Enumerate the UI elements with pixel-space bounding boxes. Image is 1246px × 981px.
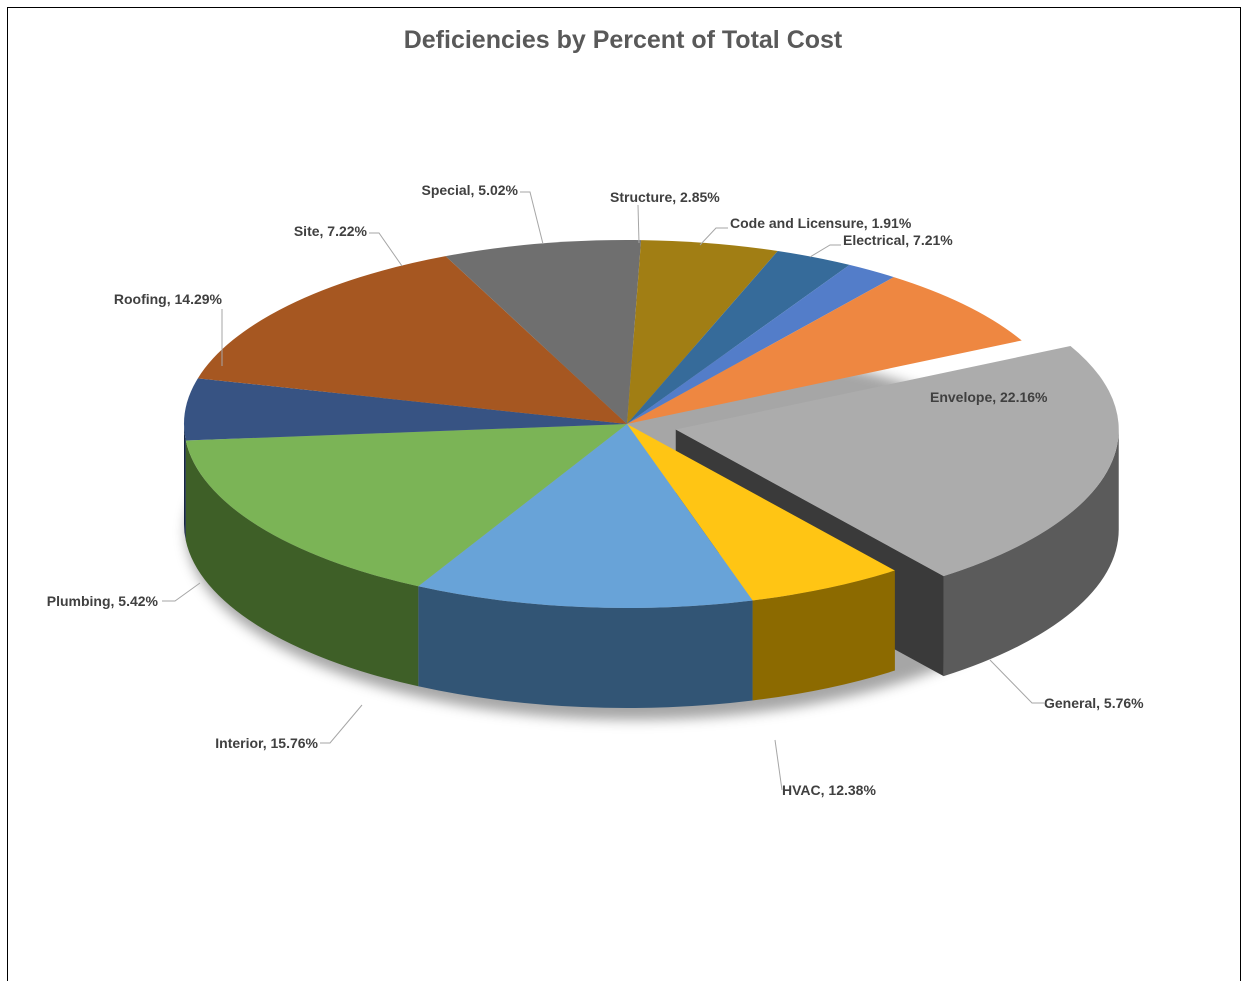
slice-side-interior bbox=[185, 440, 419, 687]
slice-general bbox=[627, 424, 895, 601]
data-label-electrical: Electrical, 7.21% bbox=[843, 232, 953, 248]
slice-side-general bbox=[752, 570, 895, 701]
leader-line bbox=[520, 191, 544, 245]
data-label-site: Site, 7.22% bbox=[294, 223, 368, 239]
slice-envelope bbox=[675, 346, 1119, 577]
data-label-general: General, 5.76% bbox=[1044, 695, 1144, 711]
chart-frame bbox=[7, 7, 1241, 981]
leader-line bbox=[989, 659, 1044, 704]
leader-line bbox=[369, 232, 403, 267]
leader-line bbox=[809, 244, 841, 258]
data-label-hvac: HVAC, 12.38% bbox=[782, 782, 876, 798]
data-label-interior: Interior, 15.76% bbox=[215, 735, 318, 751]
leader-line bbox=[162, 582, 201, 602]
leader-line bbox=[699, 227, 728, 246]
slice-side-hvac bbox=[418, 586, 753, 708]
slice-hvac bbox=[418, 424, 753, 608]
data-label-envelope: Envelope, 22.16% bbox=[930, 389, 1048, 405]
slice-site bbox=[445, 240, 642, 424]
slice-electrical bbox=[627, 277, 1022, 424]
slice-side-envelope bbox=[943, 429, 1119, 677]
data-label-plumbing: Plumbing, 5.42% bbox=[47, 593, 159, 609]
data-label-code-and-licensure: Code and Licensure, 1.91% bbox=[730, 215, 912, 231]
leader-line bbox=[774, 739, 783, 791]
slice-special bbox=[627, 240, 778, 424]
slice-roofing bbox=[197, 256, 628, 424]
data-label-special: Special, 5.02% bbox=[421, 182, 518, 198]
leader-line bbox=[320, 704, 363, 744]
chart-title: Deficiencies by Percent of Total Cost bbox=[403, 26, 843, 54]
slice-code-and-licensure bbox=[627, 264, 894, 424]
leader-line bbox=[637, 204, 640, 244]
data-label-structure: Structure, 2.85% bbox=[610, 189, 720, 205]
slice-interior bbox=[185, 424, 627, 587]
slice-structure bbox=[627, 250, 850, 424]
slice-side-plumbing bbox=[184, 424, 186, 541]
data-label-roofing: Roofing, 14.29% bbox=[114, 291, 223, 307]
slice-plumbing bbox=[184, 378, 628, 441]
